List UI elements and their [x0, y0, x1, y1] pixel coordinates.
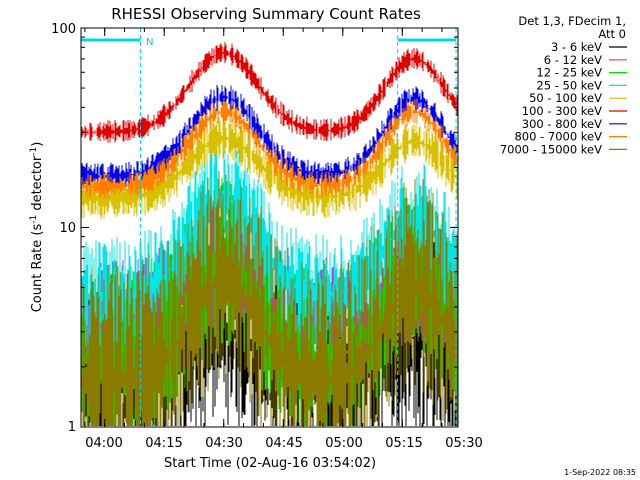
legend-header-line1: Det 1,3, FDecim 1,	[518, 14, 626, 28]
x-tick-label-0530: 05:30	[445, 436, 482, 451]
night-marker-label: N	[146, 37, 153, 48]
legend-label: 100 - 300 keV	[522, 104, 602, 118]
x-tick-label-0400: 04:00	[85, 436, 122, 451]
footer-timestamp: 1-Sep-2022 08:35	[564, 468, 636, 477]
legend-item: 7000 - 15000 keV	[500, 142, 627, 156]
legend-item: 300 - 800 keV	[522, 117, 627, 131]
legend-item: 12 - 25 keV	[536, 66, 627, 80]
x-axis-label: Start Time (02-Aug-16 03:54:02)	[164, 456, 376, 471]
legend-label: 7000 - 15000 keV	[500, 142, 602, 156]
y-axis-label: Count Rate (s-1 detector-1)	[29, 142, 45, 313]
legend-label: 25 - 50 keV	[536, 78, 602, 92]
legend-item: 100 - 300 keV	[522, 104, 627, 118]
legend-label: 800 - 7000 keV	[514, 130, 602, 144]
x-tick-label-0445: 04:45	[265, 436, 302, 451]
legend-label: 6 - 12 keV	[544, 53, 602, 67]
x-tick-label-0430: 04:30	[205, 436, 242, 451]
series-line-5	[81, 116, 458, 220]
y-tick-label-1: 1	[68, 420, 76, 435]
legend-header-line2: Att 0	[598, 27, 626, 41]
series-line-8	[81, 97, 458, 199]
x-tick-label-0500: 05:00	[325, 436, 362, 451]
legend-item: 6 - 12 keV	[544, 53, 627, 67]
legend-label: 3 - 6 keV	[551, 40, 602, 54]
legend-item: 800 - 7000 keV	[514, 130, 627, 144]
y-tick-label-10: 10	[59, 221, 76, 236]
x-tick-label-0515: 05:15	[385, 436, 422, 451]
chart-title: RHESSI Observing Summary Count Rates	[111, 5, 421, 23]
legend-item: 25 - 50 keV	[536, 78, 627, 92]
x-tick-label-0415: 04:15	[145, 436, 182, 451]
y-tick-label-100: 100	[51, 22, 76, 37]
legend-item: 3 - 6 keV	[551, 40, 627, 54]
series-layer	[81, 41, 458, 426]
legend-label: 300 - 800 keV	[522, 117, 602, 131]
axis-ticks	[81, 27, 458, 428]
legend-item: 50 - 100 keV	[529, 91, 627, 105]
legend-label: 50 - 100 keV	[529, 91, 602, 105]
series-line-9	[81, 170, 458, 426]
legend-label: 12 - 25 keV	[536, 66, 602, 80]
